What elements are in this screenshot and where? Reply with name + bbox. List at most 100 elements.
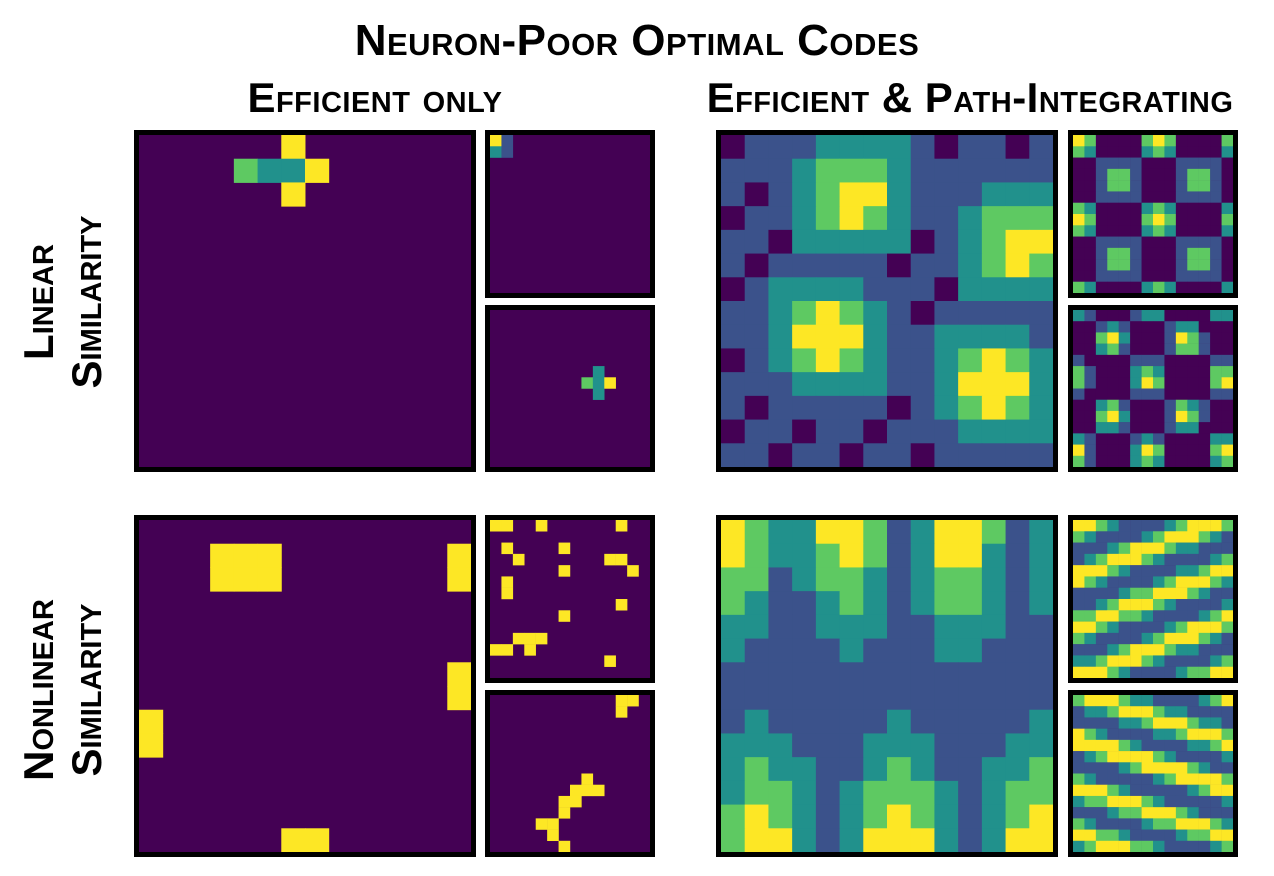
- heatmap-cell: [1095, 520, 1108, 532]
- heatmap-nonlinear-path-integrating-small-bottom: [1068, 690, 1238, 857]
- heatmap-cell: [1118, 706, 1131, 718]
- heatmap-cell: [1141, 599, 1154, 611]
- heatmap-cell: [981, 591, 1007, 616]
- heatmap-cell: [1095, 795, 1108, 808]
- heatmap-cell: [1175, 599, 1188, 611]
- heatmap-cell: [815, 301, 841, 326]
- heatmap-cell: [1141, 225, 1154, 237]
- heatmap-cell: [1130, 422, 1142, 434]
- heatmap-cell: [1095, 214, 1108, 226]
- heatmap-cell: [1175, 455, 1188, 467]
- heatmap-cell: [1187, 422, 1199, 434]
- heatmap-cell: [863, 520, 888, 545]
- heatmap-cell: [981, 135, 1007, 160]
- heatmap-cell: [1221, 795, 1233, 808]
- heatmap-cell: [1095, 807, 1108, 819]
- heatmap-cell: [1118, 388, 1131, 400]
- heatmap-cell: [1005, 757, 1030, 782]
- heatmap-cell: [863, 253, 888, 278]
- heatmap-cell: [1130, 531, 1142, 543]
- heatmap-cell: [1073, 410, 1085, 423]
- heatmap-cell: [1153, 520, 1165, 532]
- heatmap-cell: [1153, 444, 1165, 457]
- heatmap-cell: [815, 614, 841, 640]
- heatmap-cell: [1107, 553, 1119, 566]
- heatmap-cell: [1153, 739, 1165, 752]
- heatmap-cell: [1175, 146, 1188, 158]
- heatmap-cell: [1084, 455, 1097, 467]
- heatmap-cell: [1130, 146, 1142, 158]
- heatmap-cell: [1130, 565, 1142, 577]
- heatmap-linear-path-integrating-small-top: [1068, 130, 1238, 298]
- heatmap-cell: [1130, 599, 1142, 611]
- heatmap-cell: [1118, 247, 1131, 260]
- heatmap-cell: [1095, 655, 1108, 667]
- heatmap-cell: [1107, 332, 1119, 344]
- heatmap-cell: [1198, 695, 1211, 707]
- heatmap-cell: [1130, 695, 1142, 707]
- heatmap-nonlinear-efficient-large: [134, 515, 476, 857]
- heatmap-cell: [1164, 310, 1177, 322]
- heatmap-cell: [792, 182, 817, 207]
- heatmap-cell: [1210, 422, 1222, 434]
- heatmap-nonlinear-path-integrating-large: [716, 515, 1058, 857]
- heatmap-cell: [1153, 180, 1165, 192]
- heatmap-cell: [1005, 372, 1030, 397]
- heatmap-cell: [1118, 168, 1131, 181]
- heatmap-cell: [1084, 259, 1097, 271]
- heatmap-cell: [1095, 666, 1108, 678]
- heatmap-cell: [1187, 399, 1199, 412]
- heatmap-cell: [547, 829, 559, 842]
- heatmap-cell: [1073, 807, 1085, 819]
- heatmap-cell: [1164, 520, 1177, 532]
- heatmap-cell: [1141, 444, 1154, 457]
- heatmap-cell: [1141, 366, 1154, 378]
- heatmap-cell: [721, 614, 746, 640]
- heatmap-cell: [1118, 332, 1131, 344]
- heatmap-cell: [768, 229, 793, 255]
- heatmap-cell: [1084, 422, 1097, 434]
- heatmap-cell: [1073, 621, 1085, 634]
- heatmap-cell: [1130, 157, 1142, 170]
- heatmap-cell: [1175, 576, 1188, 588]
- heatmap-cell: [1187, 444, 1199, 457]
- heatmap-cell: [1210, 795, 1222, 808]
- heatmap-cell: [910, 828, 935, 852]
- heatmap-cell: [1175, 553, 1188, 566]
- heatmap-cell: [1130, 818, 1142, 830]
- heatmap-cell: [1221, 366, 1233, 378]
- heatmap-cell: [1210, 784, 1222, 797]
- heatmap-cell: [1198, 565, 1211, 577]
- heatmap-cell: [1164, 455, 1177, 467]
- heatmap-cell: [1210, 270, 1222, 282]
- heatmap-cell: [1210, 236, 1222, 249]
- heatmap-cell: [815, 757, 841, 782]
- heatmap-cell: [1084, 146, 1097, 158]
- heatmap-cell: [1164, 354, 1177, 367]
- heatmap-cell: [558, 610, 571, 622]
- heatmap-cell: [1221, 321, 1233, 333]
- heatmap-cell: [744, 372, 769, 397]
- heatmap-cell: [1198, 191, 1211, 203]
- heatmap-cell: [1141, 531, 1154, 543]
- heatmap-cell: [981, 804, 1007, 829]
- heatmap-cell: [1141, 587, 1154, 600]
- heatmap-cell: [839, 229, 864, 255]
- heatmap-cell: [501, 576, 514, 588]
- heatmap-cell: [1118, 146, 1131, 158]
- heatmap-cell: [1164, 784, 1177, 797]
- heatmap-cell: [1029, 182, 1053, 207]
- heatmap-cell: [910, 662, 935, 687]
- heatmap-cell: [792, 301, 817, 326]
- heatmap-cell: [958, 206, 983, 231]
- heatmap-cell: [1221, 553, 1233, 566]
- heatmap-cell: [934, 591, 959, 616]
- heatmap-cell: [1029, 804, 1053, 829]
- heatmap-cell: [1210, 739, 1222, 752]
- heatmap-cell: [1198, 576, 1211, 588]
- heatmap-cell: [768, 638, 793, 663]
- heatmap-cell: [1005, 229, 1030, 255]
- heatmap-cell: [1175, 717, 1188, 729]
- heatmap-cell: [1141, 829, 1154, 842]
- heatmap-cell: [744, 253, 769, 278]
